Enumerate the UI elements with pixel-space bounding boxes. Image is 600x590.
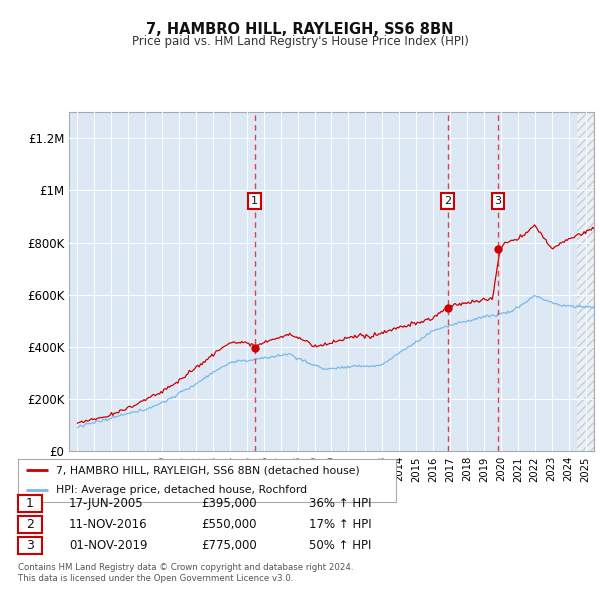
- Text: HPI: Average price, detached house, Rochford: HPI: Average price, detached house, Roch…: [56, 485, 307, 495]
- Text: 1: 1: [251, 196, 258, 206]
- Text: 7, HAMBRO HILL, RAYLEIGH, SS6 8BN (detached house): 7, HAMBRO HILL, RAYLEIGH, SS6 8BN (detac…: [56, 466, 359, 476]
- Text: 2: 2: [444, 196, 451, 206]
- Text: 1: 1: [26, 497, 34, 510]
- Text: 17-JUN-2005: 17-JUN-2005: [69, 497, 143, 510]
- Text: £550,000: £550,000: [201, 518, 257, 531]
- Text: 50% ↑ HPI: 50% ↑ HPI: [309, 539, 371, 552]
- Text: 2: 2: [26, 518, 34, 531]
- Text: 7, HAMBRO HILL, RAYLEIGH, SS6 8BN: 7, HAMBRO HILL, RAYLEIGH, SS6 8BN: [146, 22, 454, 37]
- Text: 3: 3: [494, 196, 502, 206]
- Text: Contains HM Land Registry data © Crown copyright and database right 2024.: Contains HM Land Registry data © Crown c…: [18, 563, 353, 572]
- Text: 3: 3: [26, 539, 34, 552]
- Text: This data is licensed under the Open Government Licence v3.0.: This data is licensed under the Open Gov…: [18, 574, 293, 583]
- Text: 11-NOV-2016: 11-NOV-2016: [69, 518, 148, 531]
- Text: Price paid vs. HM Land Registry's House Price Index (HPI): Price paid vs. HM Land Registry's House …: [131, 35, 469, 48]
- Text: 01-NOV-2019: 01-NOV-2019: [69, 539, 148, 552]
- Text: £775,000: £775,000: [201, 539, 257, 552]
- Text: 17% ↑ HPI: 17% ↑ HPI: [309, 518, 371, 531]
- Bar: [577, 112, 594, 451]
- Bar: [577, 112, 594, 451]
- Text: 36% ↑ HPI: 36% ↑ HPI: [309, 497, 371, 510]
- Text: £395,000: £395,000: [201, 497, 257, 510]
